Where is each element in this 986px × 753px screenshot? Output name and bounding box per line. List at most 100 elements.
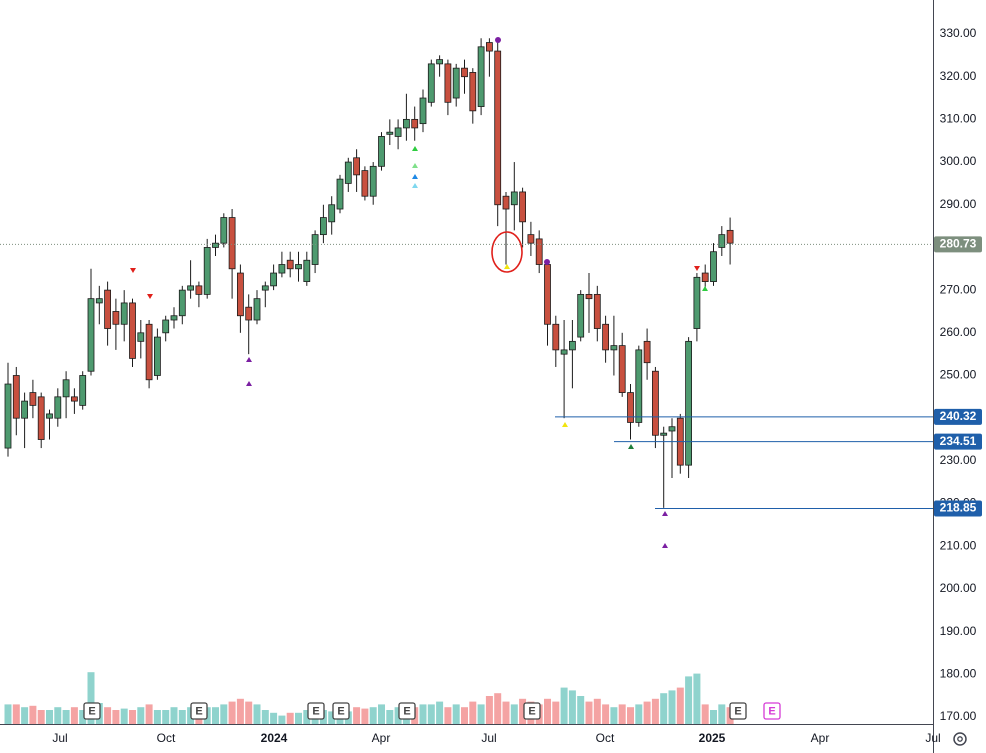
candle-body — [718, 234, 726, 248]
candle-body — [577, 293, 585, 338]
signal — [495, 37, 501, 43]
gear[interactable] — [953, 732, 967, 746]
earnings-label[interactable]: E — [337, 705, 344, 717]
candle-body — [286, 259, 294, 270]
volume-bar — [369, 707, 377, 724]
volume-bar — [461, 707, 468, 724]
candle-body — [303, 259, 311, 282]
volume-bar — [519, 698, 527, 724]
volume-bar — [87, 672, 95, 724]
earnings-label[interactable]: E — [528, 705, 535, 717]
volume-bar — [162, 710, 170, 724]
candle-body — [12, 375, 20, 419]
volume-bar — [120, 708, 128, 724]
volume-bar — [253, 704, 261, 724]
earnings-box[interactable] — [307, 702, 325, 720]
candle-body — [569, 340, 576, 351]
volume-bar — [436, 701, 444, 724]
candle-body — [270, 272, 278, 287]
earnings-box[interactable] — [190, 702, 208, 720]
candle-body — [220, 217, 228, 244]
volume-bar — [295, 712, 302, 724]
volume-bar — [585, 701, 593, 724]
candle-body — [485, 42, 493, 52]
earnings-label[interactable]: E — [403, 705, 410, 717]
earnings-box[interactable] — [332, 702, 350, 720]
volume-bar — [270, 712, 278, 724]
volume-bar — [494, 693, 502, 724]
candle-body — [162, 319, 170, 334]
candle-body — [436, 59, 444, 65]
volume-bar — [444, 707, 452, 724]
volume-bar — [544, 698, 551, 724]
earnings-label[interactable]: E — [734, 705, 741, 717]
settings-icon[interactable] — [953, 732, 967, 746]
volume-bar — [386, 710, 394, 724]
y-tick-label: 290.00 — [940, 197, 977, 211]
candle-body — [145, 323, 153, 381]
earnings-box[interactable] — [398, 702, 416, 720]
earnings-label[interactable]: E — [88, 705, 95, 717]
candle-body — [137, 332, 145, 342]
volume-bar — [145, 704, 153, 724]
x-tick-label: Jul — [52, 731, 67, 745]
volume-bar — [278, 715, 286, 724]
candle-body — [245, 306, 253, 321]
candle-body — [236, 272, 244, 317]
volume-bar — [635, 704, 643, 724]
candle-body — [278, 264, 286, 274]
candle-body — [461, 67, 468, 78]
earnings-box[interactable] — [763, 702, 781, 720]
candle-body — [353, 157, 361, 176]
signal — [412, 183, 418, 188]
volume-bar — [660, 693, 668, 724]
x-tick-label: Jul — [481, 731, 496, 745]
candle-body — [37, 396, 45, 440]
candle-body — [369, 165, 377, 197]
volume-bar — [129, 710, 136, 724]
earnings-box[interactable] — [729, 702, 747, 720]
volume-bar — [236, 698, 244, 724]
volume-bar — [29, 705, 37, 724]
candle-body — [452, 67, 460, 99]
y-tick-label: 330.00 — [940, 26, 977, 40]
signal — [246, 381, 252, 386]
volume-bar — [419, 704, 427, 724]
candle-body — [4, 383, 12, 449]
earnings-label[interactable]: E — [195, 705, 202, 717]
candle-body — [319, 217, 327, 236]
candle-body — [62, 379, 70, 398]
volume-bar — [668, 690, 676, 724]
earnings-label[interactable]: E — [768, 705, 775, 717]
candle-body — [295, 264, 302, 270]
candle-body — [627, 392, 634, 423]
candle-body — [494, 50, 502, 206]
y-tick-label: 300.00 — [940, 154, 977, 168]
y-tick-label: 200.00 — [940, 581, 977, 595]
signals — [130, 37, 708, 548]
volume-bar — [485, 696, 493, 724]
gear-center[interactable] — [957, 736, 963, 742]
earnings-box[interactable] — [523, 702, 541, 720]
candle-body — [361, 170, 369, 197]
candle-body — [502, 195, 510, 210]
earnings-label[interactable]: E — [312, 705, 319, 717]
volume-bar — [212, 707, 219, 724]
candle-body — [411, 118, 419, 129]
x-tick-label: Oct — [157, 731, 176, 745]
volume-bar — [12, 704, 20, 724]
volume-bar — [112, 710, 120, 724]
volume-bar — [54, 707, 62, 724]
candle-body — [710, 251, 717, 282]
earnings-box[interactable] — [83, 702, 101, 720]
candle-body — [510, 191, 518, 206]
signal — [504, 264, 510, 269]
candle-body — [87, 298, 95, 372]
signal — [562, 422, 568, 427]
candle-body — [544, 264, 551, 325]
candle-body — [344, 161, 352, 184]
candle-body — [585, 293, 593, 300]
y-tick-label: 190.00 — [940, 624, 977, 638]
candle-body — [477, 46, 485, 107]
volume-bar — [618, 704, 626, 724]
